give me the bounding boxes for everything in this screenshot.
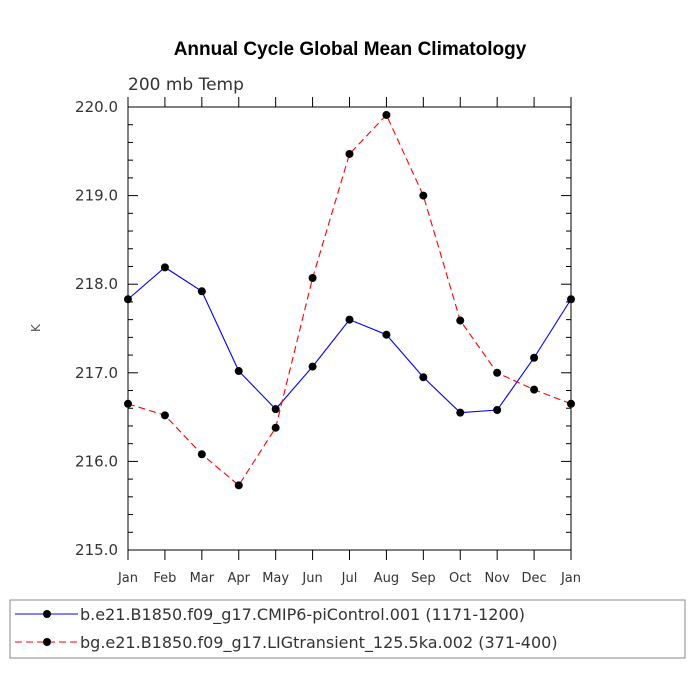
series-1-point [160,263,169,272]
series-1-point [345,315,354,324]
legend-label-2: bg.e21.B1850.f09_g17.LIGtransient_125.5k… [80,633,558,653]
series-2-point [124,399,132,408]
legend-marker-2 [43,638,51,646]
series-2-point [308,273,317,282]
series-2-point [493,368,502,377]
series-2-point [456,316,465,325]
series-1-point [308,362,317,371]
series-2-point [567,399,575,408]
x-tick-label: Jul [341,571,358,586]
x-tick-label: Sep [411,571,436,586]
series-1-point [234,367,243,376]
axis-ticks: 215.0 216.0 217.0 218.0 219.0 220.0 Jan Feb Mar A… [75,97,581,586]
series-1-point [567,295,575,304]
series-2-point [345,149,354,158]
y-tick-label: 219.0 [75,187,118,205]
series-line-1 [127,266,572,414]
x-tick-label: Aug [374,571,399,586]
y-tick-label: 218.0 [75,275,118,293]
legend-marker-1 [43,610,51,618]
legend-entries: b.e21.B1850.f09_g17.CMIP6-piControl.001 … [15,605,558,653]
x-tick-label: Jan [560,571,581,586]
series-2-point [382,110,391,119]
series-1-point [530,353,539,362]
x-tick-label: Oct [449,571,471,586]
chart-subtitle: 200 mb Temp [128,75,244,95]
x-tick-label: Dec [522,571,547,586]
x-tick-label: May [262,571,289,586]
series-1-point [271,405,280,414]
x-tick-label: Apr [228,571,251,586]
legend-box [9,599,686,659]
y-axis-label: K [29,323,43,332]
series-1-point [419,373,428,382]
series-2-point [271,423,280,432]
legend: b.e21.B1850.f09_g17.CMIP6-piControl.001 … [9,599,686,659]
y-tick-label: 216.0 [75,452,118,470]
x-tick-label: Feb [153,571,176,586]
series-2-point [160,411,169,420]
series-1-point [124,295,132,304]
x-tick-label: Mar [190,571,215,586]
series-markers [124,110,575,490]
y-tick-label: 217.0 [75,364,118,382]
series-1-point [382,330,391,339]
series-2-point [419,191,428,200]
chart-title: Annual Cycle Global Mean Climatology [174,39,527,60]
series-lines [127,114,572,487]
series-1-point [456,408,465,417]
plot-frame [127,106,572,551]
series-1-point [197,287,206,296]
legend-label-1: b.e21.B1850.f09_g17.CMIP6-piControl.001 … [80,605,525,625]
x-tick-label: Jun [301,571,322,586]
series-line-2 [127,114,572,487]
x-tick-label: Jan [117,571,138,586]
series-2-point [197,450,206,459]
series-1-point [493,406,502,415]
y-tick-label: 220.0 [75,98,118,116]
y-tick-label: 215.0 [75,541,118,559]
series-2-point [234,481,243,490]
x-tick-label: Nov [484,571,510,586]
series-2-point [530,385,539,394]
